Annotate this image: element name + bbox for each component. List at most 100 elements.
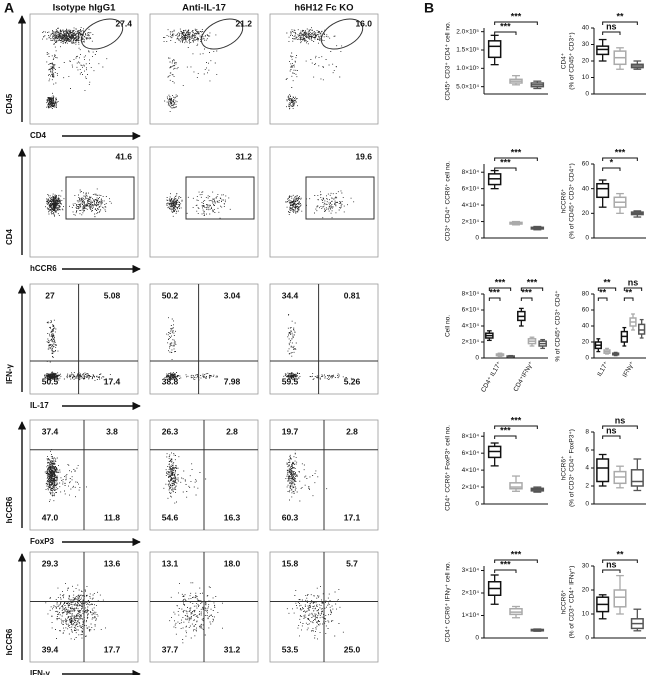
quadrant-percent: 17.1 — [344, 512, 361, 522]
significance-bracket — [488, 297, 501, 301]
quadrant-percent: 13.1 — [162, 558, 179, 568]
significance-label: ** — [616, 549, 624, 559]
cell-events — [286, 586, 344, 640]
quadrant-percent: 26.3 — [162, 426, 179, 436]
quadrant-percent: 5.08 — [104, 290, 121, 300]
significance-bracket — [602, 559, 638, 563]
y-tick-label: 0 — [585, 355, 589, 362]
quadrant-percent: 5.7 — [346, 558, 358, 568]
box — [596, 182, 610, 199]
cell-events — [44, 449, 87, 503]
quadrant-percent: 38.8 — [162, 376, 179, 386]
quadrant-percent: 47.0 — [42, 512, 59, 522]
quadrant-percent: 13.6 — [104, 558, 121, 568]
gate-percent: 41.6 — [115, 151, 132, 161]
significance-bracket — [602, 157, 638, 161]
significance-bracket — [623, 287, 643, 291]
significance-bracket — [494, 157, 538, 161]
y-tick-label: 8×10⁴ — [462, 169, 480, 176]
x-tick-label: IL17⁺ — [596, 360, 610, 378]
cell-events — [285, 449, 328, 502]
significance-label: *** — [511, 147, 522, 157]
y-axis-label: (% of CD3⁺ CD4⁺ FoxP3⁺) — [569, 429, 576, 507]
significance-label: *** — [511, 549, 522, 559]
y-tick-label: 8 — [585, 429, 589, 436]
cell-events — [45, 188, 112, 218]
significance-label: ns — [606, 21, 617, 31]
y-axis-label: CD45⁺ CD3⁺ CD4⁺ cell no. — [445, 21, 452, 100]
y-axis-label: CD4⁺ CCR6⁺ FoxP3⁺ cell no. — [445, 425, 452, 511]
y-tick-label: 0 — [475, 501, 479, 508]
gate — [185, 176, 255, 220]
quadrant-percent: 39.4 — [42, 644, 59, 654]
cell-events — [285, 27, 343, 110]
plot-frame — [29, 13, 139, 125]
significance-label: ns — [615, 415, 626, 425]
quadrant-percent: 59.5 — [282, 376, 299, 386]
significance-bracket — [602, 167, 621, 171]
y-tick-label: 2×10⁴ — [462, 484, 480, 491]
x-axis-label: CD4 — [30, 131, 47, 140]
y-axis-label: hCCR6⁺ — [561, 455, 568, 480]
gate-percent: 16.0 — [355, 18, 372, 28]
y-axis-label: % of CD45⁺ CD3⁺ CD4⁺ — [555, 290, 562, 362]
y-tick-label: 60 — [582, 161, 590, 168]
y-axis-label: hCCR6 — [5, 628, 14, 655]
y-tick-label: 2×10⁴ — [462, 339, 480, 346]
significance-label: *** — [615, 147, 626, 157]
quadrant-percent: 37.4 — [42, 426, 59, 436]
significance-label: *** — [511, 415, 522, 425]
x-tick-label: IFNγ⁺ — [622, 360, 637, 379]
significance-label: ** — [599, 287, 607, 297]
column-header: Anti-IL-17 — [182, 3, 226, 14]
box — [613, 589, 627, 608]
y-axis-label: (% of CD45⁺ CD3⁺) — [569, 32, 576, 89]
y-tick-label: 8×10⁴ — [462, 433, 480, 440]
y-tick-label: 20 — [582, 587, 590, 594]
cell-events — [44, 319, 111, 382]
y-tick-label: 10 — [582, 74, 590, 81]
significance-label: *** — [521, 287, 532, 297]
y-axis-label: CD4 — [5, 228, 14, 245]
column-header: Isotype hIgG1 — [53, 3, 117, 14]
significance-label: *** — [500, 157, 511, 167]
y-tick-label: 0 — [585, 235, 589, 242]
cell-events — [283, 313, 352, 381]
box — [596, 458, 610, 483]
quadrant-percent: 0.81 — [344, 290, 361, 300]
plot-frame — [269, 13, 379, 125]
box — [509, 482, 523, 490]
significance-label: *** — [489, 287, 500, 297]
y-tick-label: 80 — [582, 291, 590, 298]
cell-events — [166, 191, 231, 219]
y-tick-label: 0 — [475, 635, 479, 642]
quadrant-percent: 3.8 — [106, 426, 118, 436]
y-tick-label: 20 — [582, 58, 590, 65]
quadrant-percent: 31.2 — [224, 644, 241, 654]
column-header: h6H12 Fc KO — [294, 3, 353, 14]
plot-frame — [29, 146, 139, 258]
x-axis-label: IL-17 — [30, 401, 49, 410]
cell-events — [164, 317, 218, 381]
y-tick-label: 1.0×10⁵ — [456, 65, 479, 72]
gate-percent: 27.4 — [115, 18, 132, 28]
y-tick-label: 30 — [582, 41, 590, 48]
gate — [80, 18, 124, 50]
significance-label: ns — [628, 277, 639, 287]
gate-percent: 19.6 — [355, 151, 372, 161]
significance-label: ** — [616, 11, 624, 21]
y-axis-label: Cell no. — [445, 315, 452, 337]
significance-label: ns — [606, 425, 617, 435]
y-tick-label: 2.0×10⁵ — [456, 28, 479, 35]
quadrant-percent: 2.8 — [226, 426, 238, 436]
y-tick-label: 0 — [475, 355, 479, 362]
significance-bracket — [494, 167, 517, 171]
quadrant-percent: 16.3 — [224, 512, 241, 522]
significance-bracket — [520, 297, 533, 301]
x-axis-label: hCCR6 — [30, 264, 57, 273]
gate — [305, 176, 375, 220]
significance-bracket — [602, 31, 621, 35]
quadrant-percent: 53.5 — [282, 644, 299, 654]
significance-label: *** — [500, 559, 511, 569]
cell-events — [42, 27, 108, 109]
